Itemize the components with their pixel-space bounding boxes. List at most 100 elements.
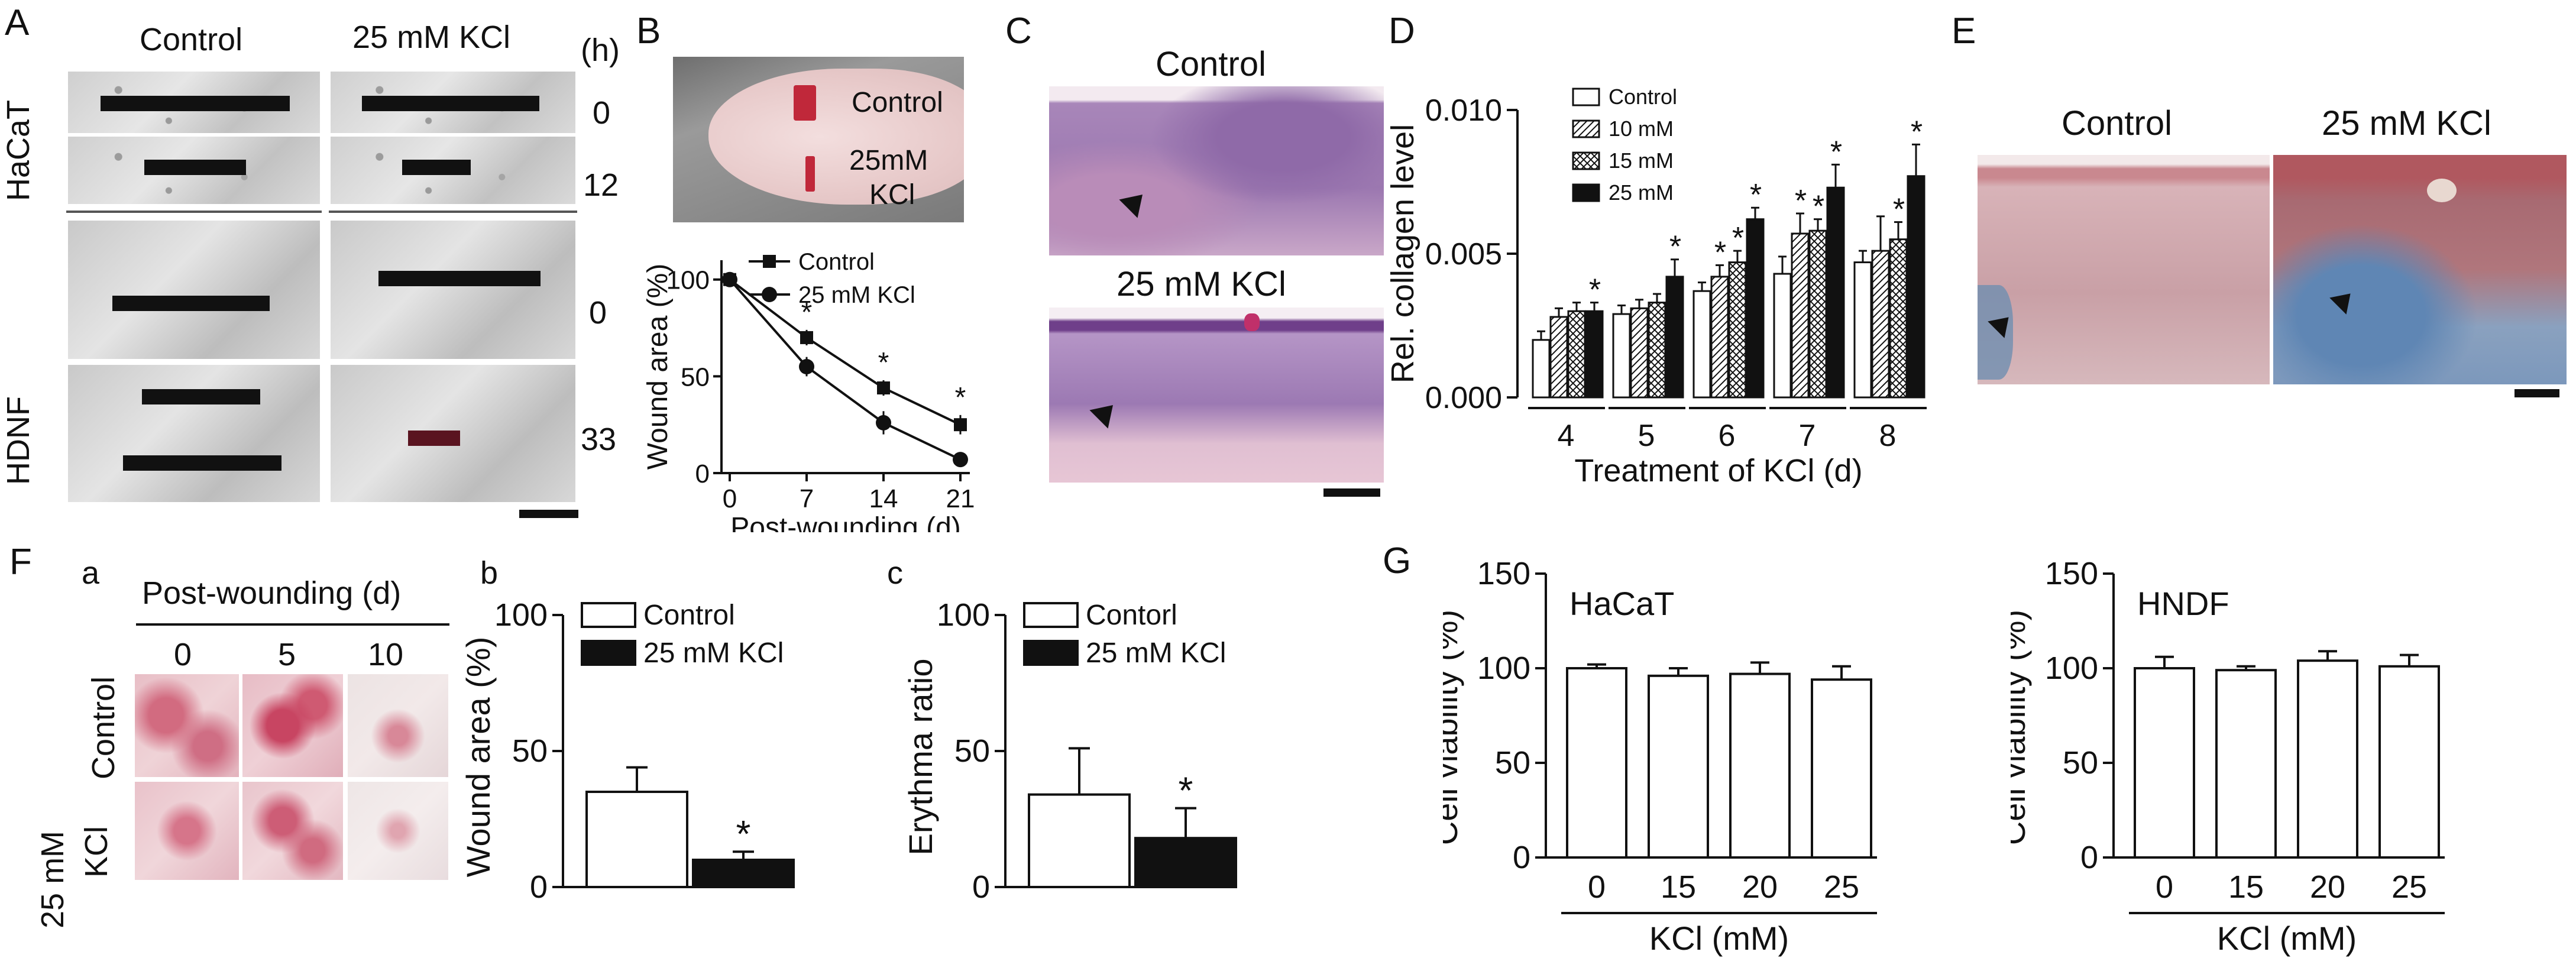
significance-mark: * <box>1911 115 1923 149</box>
significance-mark: * <box>955 382 966 413</box>
significance-mark: * <box>1714 235 1726 270</box>
panel-a-row-hdnf: HDNF <box>1 396 36 485</box>
bar <box>1907 175 1925 399</box>
y-tick-label: 100 <box>2045 650 2098 686</box>
x-axis-label: Post-wounding (d) <box>730 512 961 532</box>
significance-mark: * <box>1830 135 1842 169</box>
trichrome-control <box>1978 155 2270 384</box>
panel-a-col-control: Control <box>140 22 243 57</box>
legend-label: Control <box>643 600 735 631</box>
significance-mark: * <box>1669 230 1681 264</box>
scale-bar <box>1323 488 1380 497</box>
bar <box>692 859 795 888</box>
panel-a-time-0-hdnf: 0 <box>589 295 607 331</box>
panel-fa-header: Post-wounding (d) <box>142 575 402 611</box>
data-point <box>954 418 967 432</box>
histology-control <box>1049 86 1384 255</box>
panel-letter-e: E <box>1952 11 1976 51</box>
panel-a-time-12: 12 <box>583 167 619 203</box>
photo-label-kcl-2: KCl <box>869 179 915 211</box>
photo-label-control: Control <box>852 87 943 118</box>
panel-letter-d: D <box>1389 11 1415 51</box>
panel-a-divider <box>66 211 322 213</box>
panel-c-kcl-label: 25 mM KCl <box>1117 265 1286 303</box>
bar <box>1665 276 1684 399</box>
bar <box>1028 793 1131 888</box>
legend-swatch <box>1572 183 1600 202</box>
photo-label-kcl-1: 25mM <box>849 145 928 176</box>
x-tick-label: 8 <box>1879 419 1897 453</box>
x-axis-label: KCl (mM) <box>2217 920 2357 957</box>
y-tick-label: 150 <box>2045 562 2098 591</box>
panel-a-hours-label: (h) <box>581 33 620 68</box>
data-point <box>953 452 968 468</box>
row-label-kcl-1: 25 mM <box>35 830 70 928</box>
legend-label: 25 mM KCl <box>1086 637 1226 669</box>
legend-label: 10 mM <box>1609 116 1674 141</box>
legend-marker <box>763 255 776 268</box>
day-label: 0 <box>174 637 192 672</box>
x-tick-label: 25 <box>1824 869 1859 905</box>
significance-mark: * <box>1589 273 1601 308</box>
panel-letter-c: C <box>1005 11 1032 51</box>
series-line <box>729 279 961 426</box>
row-label-kcl-2: KCl <box>79 826 114 878</box>
bar <box>1773 273 1792 399</box>
y-axis-label: Cell viability (%) <box>2011 610 2032 845</box>
bar <box>1710 276 1729 399</box>
bar <box>1612 313 1631 399</box>
panel-a-divider <box>329 211 577 213</box>
y-axis-label: Rel. collagen level <box>1389 124 1420 383</box>
x-tick-label: 14 <box>869 484 898 513</box>
panel-e-kcl-label: 25 mM KCl <box>2322 104 2491 143</box>
x-tick-label: 15 <box>1661 869 1696 905</box>
x-tick-label: 20 <box>1742 869 1778 905</box>
y-axis-label: Erythma ratio <box>902 659 939 856</box>
header-underline <box>136 623 449 626</box>
x-tick-label: 15 <box>2228 869 2264 905</box>
panel-letter-b: B <box>636 11 661 51</box>
arrow-icon <box>1089 396 1122 429</box>
tissue-spot <box>1244 313 1260 331</box>
significance-mark: * <box>1750 178 1762 212</box>
bar <box>585 791 688 888</box>
y-tick-label: 0.010 <box>1425 93 1502 128</box>
y-axis-label: Wound area (%) <box>461 637 497 878</box>
y-tick-label: 100 <box>494 597 548 633</box>
gap-line <box>402 160 471 175</box>
panel-a-time-33: 33 <box>581 422 617 457</box>
legend-label: 25 mM <box>1609 180 1674 205</box>
y-tick-label: 0 <box>530 869 548 905</box>
y-tick-label: 0 <box>972 869 990 905</box>
gap-line <box>378 271 541 286</box>
legend-label: 25 mM KCl <box>798 282 915 308</box>
x-tick-label: 21 <box>946 484 975 513</box>
y-tick-label: 0.000 <box>1425 381 1502 415</box>
gap-line <box>123 455 281 471</box>
bar <box>1692 290 1711 399</box>
bar <box>1871 250 1890 399</box>
wound-photo-kcl-d10 <box>348 782 448 880</box>
erythma-bar-chart: 0 50 100 Erythma ratio Contorl * 25 mM KCl <box>902 597 1237 905</box>
legend-swatch <box>581 602 636 628</box>
significance-mark: * <box>1795 184 1807 218</box>
bar <box>2378 665 2440 859</box>
bar <box>1648 674 1709 859</box>
legend-marker <box>762 287 777 302</box>
wound-photo-control-d5 <box>242 674 343 777</box>
x-tick-label: 6 <box>1719 419 1736 453</box>
data-point <box>799 359 814 374</box>
panel-letter-fa: a <box>82 555 100 591</box>
data-point <box>800 331 813 344</box>
y-tick-label: 100 <box>666 266 710 295</box>
bar <box>1134 837 1237 889</box>
bar <box>1853 261 1872 399</box>
bar <box>1746 218 1765 399</box>
x-tick-label: 0 <box>1588 869 1606 905</box>
hdnf-control-33h-image <box>66 363 322 504</box>
chart-title: HNDF <box>2137 585 2229 622</box>
y-tick-label: 0 <box>2080 840 2098 875</box>
wound-photo-kcl-d0 <box>135 782 239 880</box>
bar <box>1729 672 1791 859</box>
legend-label: Control <box>798 249 875 275</box>
